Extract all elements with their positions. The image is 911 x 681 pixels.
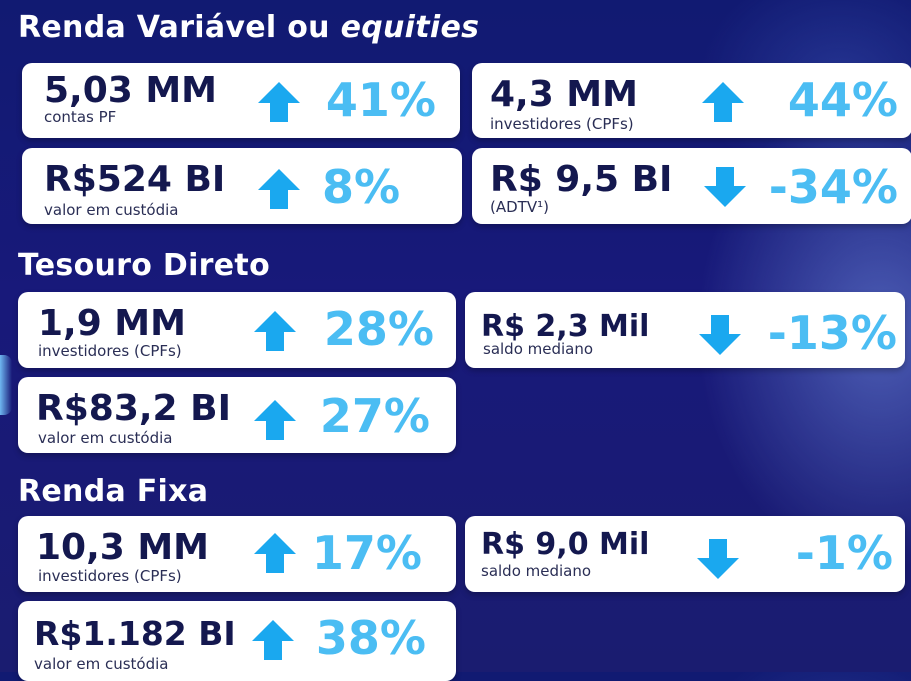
metric-label: investidores (CPFs) [38,567,182,585]
metric-change: 41% [325,73,436,127]
metric-value: R$1.182 BI [34,614,236,653]
metric-value: 1,9 MM [38,303,186,344]
metric-card-saldo-rf: R$ 9,0 Mil saldo mediano -1% [465,516,905,592]
metric-card-saldo-td: R$ 2,3 Mil saldo mediano -13% [465,292,905,368]
arrow-down-icon [697,539,739,579]
metric-change: -34% [768,160,898,214]
arrow-down-icon [704,167,746,207]
metric-change: 17% [311,526,422,580]
arrow-up-icon [254,311,296,351]
metric-value: R$524 BI [44,159,226,200]
metric-card-contas-pf: 5,03 MM contas PF 41% [22,63,460,138]
metric-change: 27% [319,389,430,443]
metric-value: R$83,2 BI [36,388,231,429]
metric-label: saldo mediano [481,562,592,580]
metric-label: valor em custódia [38,429,173,447]
metric-value: 10,3 MM [36,527,210,568]
metric-change: 28% [323,302,434,356]
arrow-up-icon [254,533,296,573]
metric-value: 4,3 MM [490,74,638,115]
section-title-text: Renda Variável ou [18,10,341,45]
decorative-glow [0,355,12,415]
metric-value: R$ 2,3 Mil [481,309,650,344]
metric-label: saldo mediano [483,340,594,358]
metric-card-investidores-td: 1,9 MM investidores (CPFs) 28% [18,292,456,368]
metric-value: R$ 9,0 Mil [481,527,650,562]
section-title-emphasis: equities [340,10,480,45]
metric-card-custodia-rv: R$524 BI valor em custódia 8% [22,148,462,224]
metric-label: contas PF [44,108,117,126]
metric-value: R$ 9,5 BI [490,159,673,200]
arrow-up-icon [258,169,300,209]
metric-card-custodia-rf: R$1.182 BI valor em custódia 38% [18,601,456,681]
metric-card-adtv: R$ 9,5 BI (ADTV¹) -34% [472,148,911,224]
metric-label: (ADTV¹) [490,198,549,216]
arrow-up-icon [252,620,294,660]
metric-change: 44% [787,73,898,127]
metric-change: 8% [322,160,401,214]
metric-value: 5,03 MM [44,70,218,111]
arrow-up-icon [702,82,744,122]
metric-label: investidores (CPFs) [490,115,634,133]
metric-card-investidores-rf: 10,3 MM investidores (CPFs) 17% [18,516,456,592]
metric-change: -13% [767,306,897,360]
section-title-renda-variavel: Renda Variável ou equities [18,10,479,45]
arrow-up-icon [258,82,300,122]
metric-card-custodia-td: R$83,2 BI valor em custódia 27% [18,377,456,453]
metric-label: valor em custódia [34,655,169,673]
metric-label: investidores (CPFs) [38,342,182,360]
arrow-down-icon [699,315,741,355]
metric-change: 38% [315,611,426,665]
metric-change: -1% [795,526,893,580]
section-title-renda-fixa: Renda Fixa [18,474,209,509]
section-title-tesouro-direto: Tesouro Direto [18,248,270,283]
metric-label: valor em custódia [44,201,179,219]
arrow-up-icon [254,400,296,440]
metric-card-investidores-rv: 4,3 MM investidores (CPFs) 44% [472,63,911,138]
